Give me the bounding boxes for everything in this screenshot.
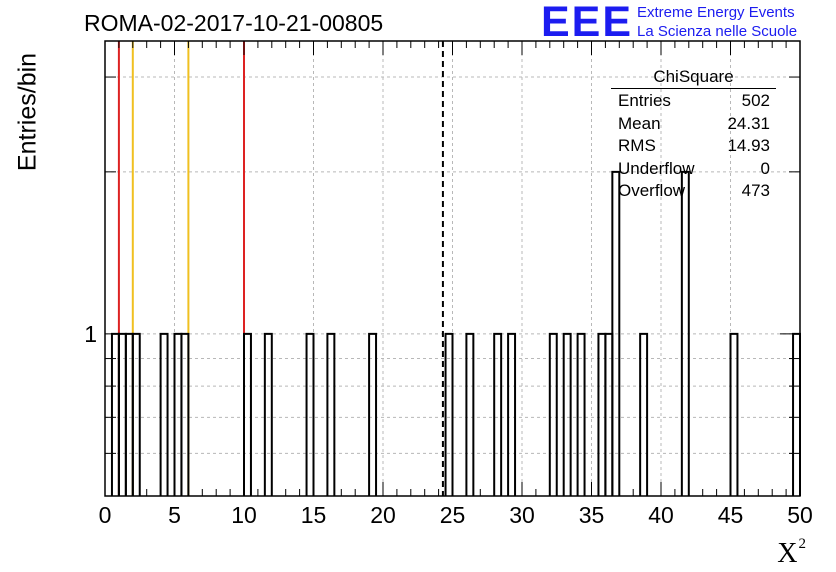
y-axis-label: Entries/bin [13,52,42,172]
histogram-bin [243,332,252,496]
x-tick-label: 30 [509,502,535,528]
x-tick-label: 0 [99,502,112,528]
stats-value: 0 [760,158,770,178]
histogram-bin [729,332,739,496]
histogram-bin [576,332,586,496]
x-tick-label: 15 [301,502,327,528]
y-tick-label: 1 [84,321,97,347]
stats-row: Overflow 473 [611,180,776,203]
stats-value: 473 [741,181,770,200]
stats-value: 14.93 [727,136,770,155]
histogram-bin [465,332,475,496]
stats-box: ChiSquare Entries 502 Mean 24.31 RMS 14.93 … [611,67,776,203]
stats-title: ChiSquare [611,67,776,89]
x-tick-label: 5 [168,502,181,528]
histogram-bin [444,332,454,496]
histogram-bin [639,332,649,496]
histogram-bin [680,170,690,496]
histogram-bin [493,332,503,496]
stats-label: Entries [618,91,671,110]
eee-logo-text: Extreme Energy Events La Scienza nelle S… [637,3,797,41]
stats-value: 24.31 [727,113,770,133]
histogram-bin [326,332,336,496]
x-axis-label: X2 [777,536,806,570]
histogram-bins [110,170,801,496]
x-tick-label: 50 [787,502,813,528]
histogram-bin [548,332,558,496]
x-tick-label: 10 [231,502,257,528]
stats-row: RMS 14.93 [611,135,776,158]
histogram-bin [562,332,572,496]
stats-row: Underflow 0 [611,158,776,181]
x-axis-label-text: X [777,538,798,569]
x-tick-label: 25 [440,502,466,528]
x-tick-label: 20 [370,502,396,528]
histogram-bin [368,332,378,496]
stats-row: Mean 24.31 [611,113,776,136]
x-axis-label-sup: 2 [798,536,807,552]
eee-logo: EEE [541,0,634,46]
x-tick-label: 40 [648,502,674,528]
histogram-bin [305,332,315,496]
chart-title: ROMA-02-2017-10-21-00805 [84,10,384,36]
histogram-bin [611,170,621,496]
y-axis-label-wrap: Entries/bin [6,0,42,240]
stats-label: RMS [618,136,656,155]
tick-labels: 0 5 10 15 20 25 30 35 40 45 50 1 [84,321,813,528]
histogram-bin [263,332,273,496]
histogram-bin [159,332,169,496]
axis-ticks [104,41,801,496]
histogram-bin [131,332,141,496]
logo-line-2: La Scienza nelle Scuole [637,23,798,40]
x-tick-label: 45 [718,502,744,528]
x-tick-label: 35 [579,502,605,528]
stats-label: Underflow [618,158,695,178]
stats-row: Entries 502 [611,90,776,113]
histogram-bin [507,332,517,496]
logo-line-1: Extreme Energy Events [637,4,795,21]
stats-label: Mean [618,113,661,133]
histogram-bin [180,332,190,496]
stats-value: 502 [741,91,770,110]
stats-label: Overflow [618,181,686,200]
